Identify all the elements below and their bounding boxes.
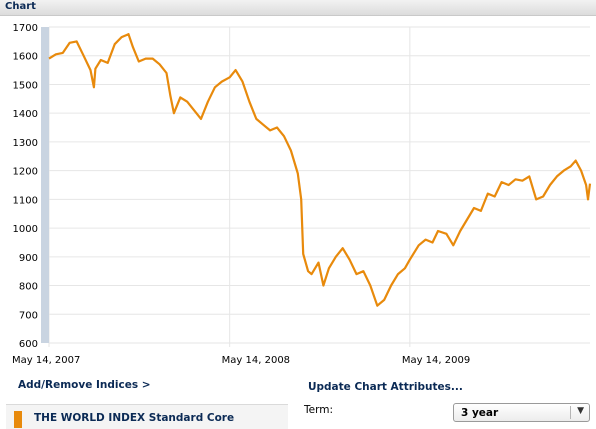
x-tick-label: May 14, 2007 <box>12 355 80 366</box>
x-axis-ticks: May 14, 2007 May 14, 2008 May 14, 2009 <box>12 355 470 366</box>
chart-header-title: Chart <box>5 1 36 12</box>
y-tick-label: 1200 <box>13 167 38 178</box>
y-tick-label: 1600 <box>13 52 38 63</box>
y-tick-label: 1500 <box>13 80 38 91</box>
chart-scroll-strip[interactable] <box>41 27 49 343</box>
y-tick-label: 700 <box>19 310 38 321</box>
update-chart-attributes-link[interactable]: Update Chart Attributes... <box>308 381 463 393</box>
x-tick-label: May 14, 2008 <box>222 355 290 366</box>
x-tick-label: May 14, 2009 <box>402 355 470 366</box>
y-tick-label: 1300 <box>13 138 38 149</box>
y-tick-label: 900 <box>19 253 38 264</box>
term-select-divider <box>570 406 571 419</box>
y-tick-label: 800 <box>19 282 38 293</box>
legend-label: THE WORLD INDEX Standard Core <box>34 412 235 424</box>
legend-color-swatch <box>14 411 22 428</box>
y-tick-label: 1000 <box>13 224 38 235</box>
term-label: Term: <box>304 404 333 416</box>
y-tick-label: 1700 <box>13 23 38 34</box>
line-chart: 600 700 800 900 1000 1100 1200 1300 1400 1500 1600… <box>12 23 592 366</box>
series-line-world-index <box>48 33 592 307</box>
term-select[interactable]: 3 year ▼ <box>453 403 590 422</box>
term-select-value: 3 year <box>461 407 499 419</box>
chart-gridlines <box>48 26 590 347</box>
chart-header: Chart <box>0 0 596 16</box>
legend-item: THE WORLD INDEX Standard Core <box>6 404 288 429</box>
y-tick-label: 1100 <box>13 195 38 206</box>
add-remove-indices-link[interactable]: Add/Remove Indices > <box>18 379 151 391</box>
y-axis-ticks: 600 700 800 900 1000 1100 1200 1300 1400 1500 1600… <box>13 23 38 350</box>
y-tick-label: 1400 <box>13 109 38 120</box>
y-tick-label: 600 <box>19 339 38 350</box>
chevron-down-icon[interactable]: ▼ <box>577 406 584 416</box>
